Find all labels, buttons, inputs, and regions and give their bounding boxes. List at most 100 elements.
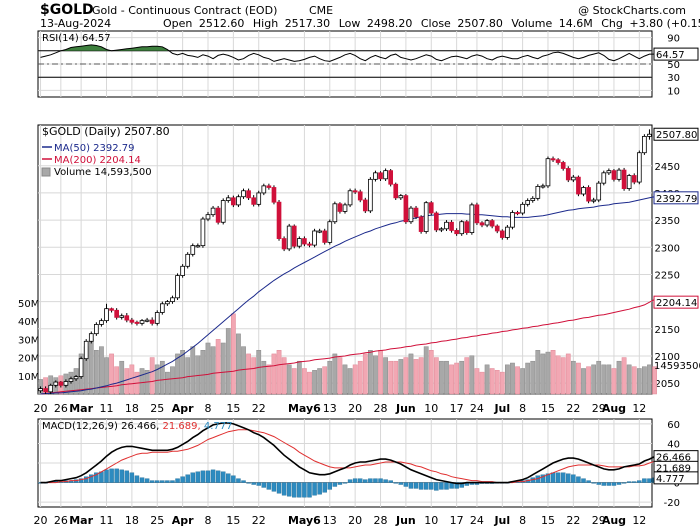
- rsi-y-tick-label: 30: [667, 73, 680, 84]
- macd-hist-bar: [378, 478, 383, 483]
- candle-body: [276, 201, 282, 239]
- macd-hist-bar: [114, 468, 119, 483]
- volume-bar: [139, 368, 145, 395]
- macd-hist-bar: [297, 482, 302, 498]
- rsi-legend: RSI(14) 64.57: [42, 33, 111, 44]
- volume-bar: [489, 368, 495, 395]
- candle-body: [347, 190, 353, 206]
- candle-body: [423, 202, 429, 232]
- volume-bar: [342, 364, 348, 395]
- volume-bar: [606, 364, 612, 395]
- candle-body: [581, 187, 586, 195]
- candle-body: [444, 221, 449, 230]
- macd-hist-bar: [200, 470, 206, 483]
- candle-body: [464, 221, 470, 233]
- volume-bar: [352, 364, 358, 395]
- volume-bar: [241, 346, 246, 395]
- volume-bar: [535, 350, 541, 395]
- high-value: 2517.30: [285, 17, 331, 30]
- x-tick-label: 22: [252, 514, 266, 527]
- macd-hist-bar: [647, 478, 652, 483]
- x-tick-label: 12: [632, 514, 646, 527]
- candle-body: [469, 204, 475, 233]
- candle-body: [362, 199, 368, 212]
- macd-hist-bar: [261, 482, 267, 488]
- price-y-tick-label: 2350: [655, 216, 680, 227]
- candle-body: [190, 245, 196, 255]
- volume-bar: [525, 362, 531, 395]
- macd-hist-bar: [292, 482, 297, 498]
- candle-body: [246, 190, 251, 199]
- candle-body: [647, 133, 652, 137]
- macd-hist-bar: [276, 482, 282, 494]
- hist-last-value: 4.777: [656, 474, 685, 485]
- candle-body: [48, 384, 54, 393]
- candle-body: [251, 197, 256, 205]
- volume-bar: [200, 350, 206, 395]
- x-tick-label: 22: [566, 402, 580, 415]
- high-label: High: [253, 17, 278, 30]
- candle-body: [606, 170, 612, 174]
- candle-body: [307, 243, 312, 246]
- macd-hist-bar: [266, 482, 272, 490]
- macd-hist-bar: [429, 482, 434, 490]
- volume-bar: [149, 357, 155, 395]
- macd-hist-bar: [94, 472, 99, 483]
- volume-bar: [449, 364, 454, 395]
- macd-hist-bar: [327, 482, 333, 490]
- x-tick-label: 8: [204, 402, 211, 415]
- x-tick-label: 29: [592, 514, 606, 527]
- volume-bar: [210, 346, 216, 395]
- macd-hist-bar: [144, 478, 150, 483]
- volume-bar: [246, 353, 251, 395]
- volume-y-tick-label: 10M: [18, 372, 39, 383]
- x-tick-label: 8: [519, 402, 526, 415]
- macd-hist-bar: [251, 482, 256, 485]
- macd-hist-bar: [383, 479, 388, 483]
- candle-body: [88, 333, 94, 342]
- candle-body: [170, 297, 175, 303]
- low-value: 2498.20: [367, 17, 413, 30]
- candle-body: [266, 185, 272, 188]
- close-value: 2507.80: [457, 17, 503, 30]
- price-y-tick-label: 2100: [655, 352, 680, 363]
- volume-bar: [261, 360, 267, 395]
- candle-body: [631, 175, 637, 183]
- macd-hist-bar: [226, 473, 231, 483]
- volume-bar: [286, 364, 292, 395]
- volume-bar: [499, 371, 505, 395]
- macd-hist-bar: [581, 478, 586, 483]
- price-y-tick-label: 2250: [655, 270, 680, 281]
- volume-bar: [596, 360, 602, 395]
- volume-label: Volume: [511, 17, 552, 30]
- volume-bar: [312, 370, 317, 395]
- volume-bar: [256, 350, 262, 395]
- candle-body: [165, 301, 170, 305]
- chart-name: Gold - Continuous Contract (EOD): [92, 4, 277, 17]
- rsi-overbought-fill: [60, 44, 168, 51]
- volume-bar: [347, 368, 353, 395]
- x-tick-label: 10: [424, 514, 438, 527]
- volume-bar: [565, 353, 571, 395]
- candle-body: [322, 230, 328, 243]
- candle-body: [291, 225, 297, 247]
- volume-bar: [652, 366, 657, 395]
- macd-hist-bar: [606, 482, 612, 486]
- candle-body: [621, 169, 627, 189]
- x-tick-label: Jun: [395, 514, 416, 527]
- volume-bar: [418, 357, 424, 395]
- candle-body: [78, 358, 84, 378]
- volume-bar: [469, 355, 475, 395]
- watermark: @ StockCharts.com: [578, 4, 686, 17]
- volume-bar: [484, 364, 490, 395]
- macd-hist-bar: [444, 482, 449, 490]
- macd-hist-bar: [586, 480, 591, 483]
- macd-hist-bar: [307, 482, 312, 498]
- volume-bar: [154, 364, 160, 395]
- volume-bar: [504, 364, 510, 395]
- candle-body: [271, 187, 277, 203]
- candle-body: [159, 303, 165, 313]
- macd-hist-bar: [149, 480, 155, 483]
